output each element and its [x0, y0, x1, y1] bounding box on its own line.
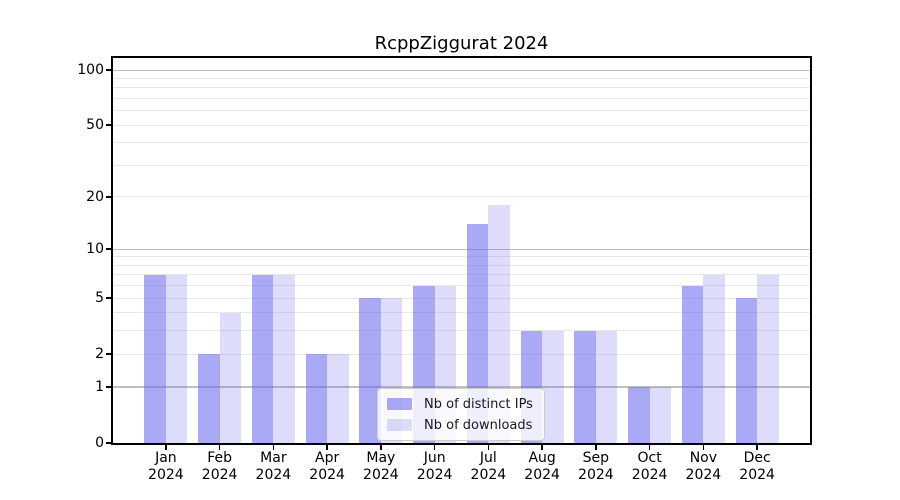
legend-swatch-downloads-icon	[387, 419, 412, 431]
gridline-7	[113, 274, 810, 276]
plot-frame: Nb of distinct IPs Nb of downloads	[111, 56, 812, 445]
x-tick-mark-jun	[433, 443, 436, 450]
gridline-90	[113, 77, 810, 79]
bar-nov-distinct-ips	[681, 285, 704, 443]
legend-item-distinct-ips: Nb of distinct IPs	[387, 395, 533, 413]
bar-mar-downloads	[273, 274, 295, 443]
x-tick-mark-may	[380, 443, 382, 450]
x-tick-mark-dec	[756, 443, 758, 450]
gridline-4	[113, 312, 810, 314]
bar-apr-downloads	[327, 354, 349, 443]
chart-title: RcppZiggurat 2024	[374, 33, 549, 54]
legend-label-downloads: Nb of downloads	[424, 417, 533, 433]
bar-jul-downloads	[488, 205, 510, 443]
gridline-60	[113, 110, 810, 112]
legend-swatch-distinct-ips-icon	[387, 398, 412, 410]
x-tick-label-jan: Jan 2024	[148, 450, 184, 483]
x-tick-mark-feb	[218, 443, 221, 450]
y-tick-label-100: 100	[77, 62, 104, 78]
gridline-3	[113, 330, 810, 332]
y-tick-mark-50	[106, 124, 113, 127]
y-tick-mark-0	[106, 442, 113, 444]
y-tick-label-10: 10	[86, 241, 104, 258]
gridline-100	[113, 69, 810, 71]
x-tick-mark-aug	[541, 443, 543, 450]
x-tick-mark-sep	[595, 443, 597, 450]
bar-sep-distinct-ips	[574, 330, 596, 443]
bar-nov-downloads	[703, 274, 725, 443]
y-tick-mark-1	[106, 386, 113, 388]
gridline-2	[113, 353, 810, 355]
bar-jan-downloads	[165, 274, 188, 443]
legend-item-downloads: Nb of downloads	[387, 416, 533, 434]
x-tick-mark-jan	[165, 443, 167, 450]
x-tick-mark-jul	[487, 443, 490, 450]
x-tick-label-nov: Nov 2024	[685, 450, 722, 483]
x-tick-label-may: May 2024	[363, 450, 399, 483]
y-tick-label-2: 2	[95, 346, 104, 363]
bar-feb-downloads	[219, 312, 242, 443]
x-tick-label-mar: Mar 2024	[255, 450, 292, 483]
x-tick-label-jul: Jul 2024	[470, 450, 507, 483]
y-tick-mark-2	[106, 353, 113, 355]
x-tick-label-oct: Oct 2024	[631, 450, 668, 483]
gridline-6	[113, 285, 810, 287]
x-tick-label-feb: Feb 2024	[201, 450, 238, 483]
bar-dec-distinct-ips	[735, 298, 758, 443]
y-tick-label-50: 50	[86, 117, 104, 134]
bar-mar-distinct-ips	[251, 274, 274, 443]
bar-aug-downloads	[542, 330, 564, 443]
bar-oct-distinct-ips	[628, 386, 650, 443]
y-tick-mark-5	[106, 297, 113, 299]
x-tick-mark-oct	[648, 443, 651, 450]
x-tick-label-sep: Sep 2024	[578, 450, 614, 483]
plot-area: Nb of distinct IPs Nb of downloads	[113, 58, 810, 443]
bar-apr-distinct-ips	[305, 354, 328, 443]
y-tick-label-1: 1	[95, 378, 104, 395]
gridline-8	[113, 264, 810, 266]
x-tick-mark-apr	[326, 443, 328, 450]
gridline-50	[113, 124, 810, 126]
x-tick-mark-mar	[272, 443, 275, 450]
x-tick-label-apr: Apr 2024	[309, 450, 345, 483]
y-tick-mark-10	[106, 248, 113, 250]
legend: Nb of distinct IPs Nb of downloads	[377, 388, 545, 441]
y-tick-label-0: 0	[95, 435, 104, 451]
bar-dec-downloads	[757, 274, 779, 443]
gridline-5	[113, 297, 810, 299]
gridline-80	[113, 87, 810, 89]
y-tick-mark-20	[106, 196, 113, 198]
y-tick-label-20: 20	[86, 188, 104, 205]
gridline-40	[113, 142, 810, 144]
bar-sep-downloads	[595, 330, 618, 443]
gridline-1	[113, 386, 810, 388]
bar-oct-downloads	[649, 386, 672, 443]
bar-feb-distinct-ips	[198, 354, 220, 443]
bar-may-distinct-ips	[359, 298, 381, 443]
x-tick-mark-nov	[702, 443, 705, 450]
x-tick-label-aug: Aug 2024	[524, 450, 560, 483]
bar-jan-distinct-ips	[144, 274, 166, 443]
gridline-30	[113, 164, 810, 166]
y-tick-mark-100	[106, 69, 113, 71]
y-tick-label-5: 5	[95, 290, 104, 307]
gridline-70	[113, 97, 810, 99]
x-tick-label-jun: Jun 2024	[416, 450, 453, 483]
gridline-9	[113, 256, 810, 258]
x-tick-label-dec: Dec 2024	[739, 450, 775, 483]
gridline-10	[113, 248, 810, 251]
gridline-20	[113, 196, 810, 198]
legend-label-distinct-ips: Nb of distinct IPs	[424, 396, 533, 412]
